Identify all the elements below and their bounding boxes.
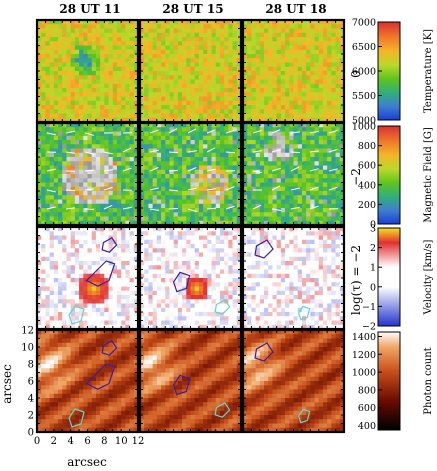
row-label-log-tau: log(τ) = −2 <box>349 245 363 315</box>
row-label-depth-minus2: −2 <box>349 168 363 186</box>
panel-temperature-1 <box>37 20 139 123</box>
y-tick-label: 8 <box>28 360 34 371</box>
contours-velocity-2 <box>172 271 231 315</box>
colorbar-tick-label: 6500 <box>352 42 376 53</box>
x-tick-label: 6 <box>84 436 90 447</box>
contour-dark <box>85 363 116 390</box>
panel-frames <box>35 18 346 434</box>
contour-light <box>214 402 231 418</box>
x-tick-label: 10 <box>115 436 128 447</box>
y-tick-label: 2 <box>28 411 34 422</box>
colorbar-tick-label: 800 <box>358 385 376 396</box>
colorbar-tick-label: 1400 <box>352 332 376 343</box>
colorbar-tick-label: 800 <box>358 141 376 152</box>
column-title-3: 28 UT 18 <box>265 2 326 16</box>
panel-magnetic-field-3 <box>243 123 345 226</box>
x-tick-label: 8 <box>101 436 107 447</box>
colorbar-photon-count <box>377 331 401 431</box>
colorbar-tick-label: −2 <box>362 322 376 333</box>
colorbar-tick-label: −1 <box>362 302 376 313</box>
y-tick-label: 0 <box>28 428 34 439</box>
contour-dark <box>254 239 274 259</box>
row-label-depth-0: 0 <box>349 70 363 78</box>
colorbar-label-magnetic: Magnetic Field [G] <box>423 127 434 223</box>
contours-photon-count-1 <box>68 340 118 428</box>
colorbar-tick-label: 1000 <box>352 122 376 133</box>
y-axis-label: arcsec <box>0 364 14 404</box>
colorbar-tick-label: 0 <box>370 220 376 231</box>
field-arrows-3 <box>252 129 339 211</box>
panel-temperature-2 <box>140 20 242 123</box>
contour-light <box>214 299 231 315</box>
colorbar-label-photon: Photon count <box>423 347 434 414</box>
y-tick-label: 10 <box>21 343 34 354</box>
colorbar-tick-label: 6000 <box>352 67 376 78</box>
colorbar-tick-label: 0 <box>370 282 376 293</box>
colorbar-tick-label: 600 <box>358 403 376 414</box>
contour-dark <box>172 374 191 396</box>
colorbar-tick-label: 200 <box>358 200 376 211</box>
field-arrows-1 <box>46 130 133 210</box>
contour-light <box>297 305 311 321</box>
colorbar-tick-label: 5500 <box>352 91 376 102</box>
panel-photon-count-2 <box>140 330 242 433</box>
colorbar-tick-label: 3 <box>370 224 376 235</box>
colorbar-tick-labels: 7000650060005500500010008006004002000321… <box>352 18 382 432</box>
contours-velocity-3 <box>254 239 311 321</box>
panel-temperature-3 <box>243 20 345 123</box>
colorbars <box>377 21 401 431</box>
colorbar-tick-label: 1200 <box>352 350 376 361</box>
panel-velocity-3 <box>243 227 345 330</box>
colorbar-magnetic-field <box>377 125 401 225</box>
panel-magnetic-field-2 <box>140 123 242 226</box>
contour-light <box>297 408 311 424</box>
contour-dark <box>101 340 118 356</box>
colorbar-tick-label: 7000 <box>352 18 376 29</box>
colorbar-tick-label: 5000 <box>352 116 376 127</box>
contour-dark <box>85 260 116 287</box>
y-tick-label: 6 <box>28 377 34 388</box>
contour-dark <box>254 342 274 362</box>
panel-photon-count-3 <box>243 330 345 433</box>
colorbar-label-velocity: Velocity [km/s] <box>423 239 434 315</box>
contour-dark <box>172 271 191 293</box>
colorbar-velocity <box>377 227 401 327</box>
contour-light <box>68 305 85 325</box>
contours-velocity-1 <box>68 237 118 325</box>
colorbar-tick-label: 400 <box>358 180 376 191</box>
contour-dark <box>101 237 118 253</box>
y-tick-label: 4 <box>28 394 34 405</box>
colorbar-tick-label: 2 <box>370 243 376 254</box>
panel-velocity-1 <box>37 227 139 330</box>
colorbar-tick-label: 1 <box>370 263 376 274</box>
column-title-2: 28 UT 15 <box>162 2 223 16</box>
panel-magnetic-field-1 <box>37 123 139 226</box>
colorbar-tick-label: 400 <box>358 421 376 432</box>
panel-photon-count-1 <box>37 330 139 433</box>
x-tick-label: 12 <box>132 436 145 447</box>
field-arrows-2 <box>149 128 236 212</box>
overlay-layer <box>46 128 339 428</box>
contour-light <box>68 408 85 428</box>
colorbar-label-temperature: Temperature [K] <box>423 29 434 113</box>
colorbar-tick-label: 600 <box>358 161 376 172</box>
colorbar-tick-label: 1000 <box>352 368 376 379</box>
contours-photon-count-3 <box>254 342 311 424</box>
x-tick-label: 4 <box>68 436 74 447</box>
x-axis-label: arcsec <box>67 455 107 469</box>
contours-photon-count-2 <box>172 374 231 418</box>
panel-grid <box>37 20 345 433</box>
x-tick-label: 0 <box>34 436 40 447</box>
y-tick-label: 12 <box>21 326 34 337</box>
panel-velocity-2 <box>140 227 242 330</box>
x-tick-label: 2 <box>51 436 57 447</box>
column-title-1: 28 UT 11 <box>59 2 120 16</box>
